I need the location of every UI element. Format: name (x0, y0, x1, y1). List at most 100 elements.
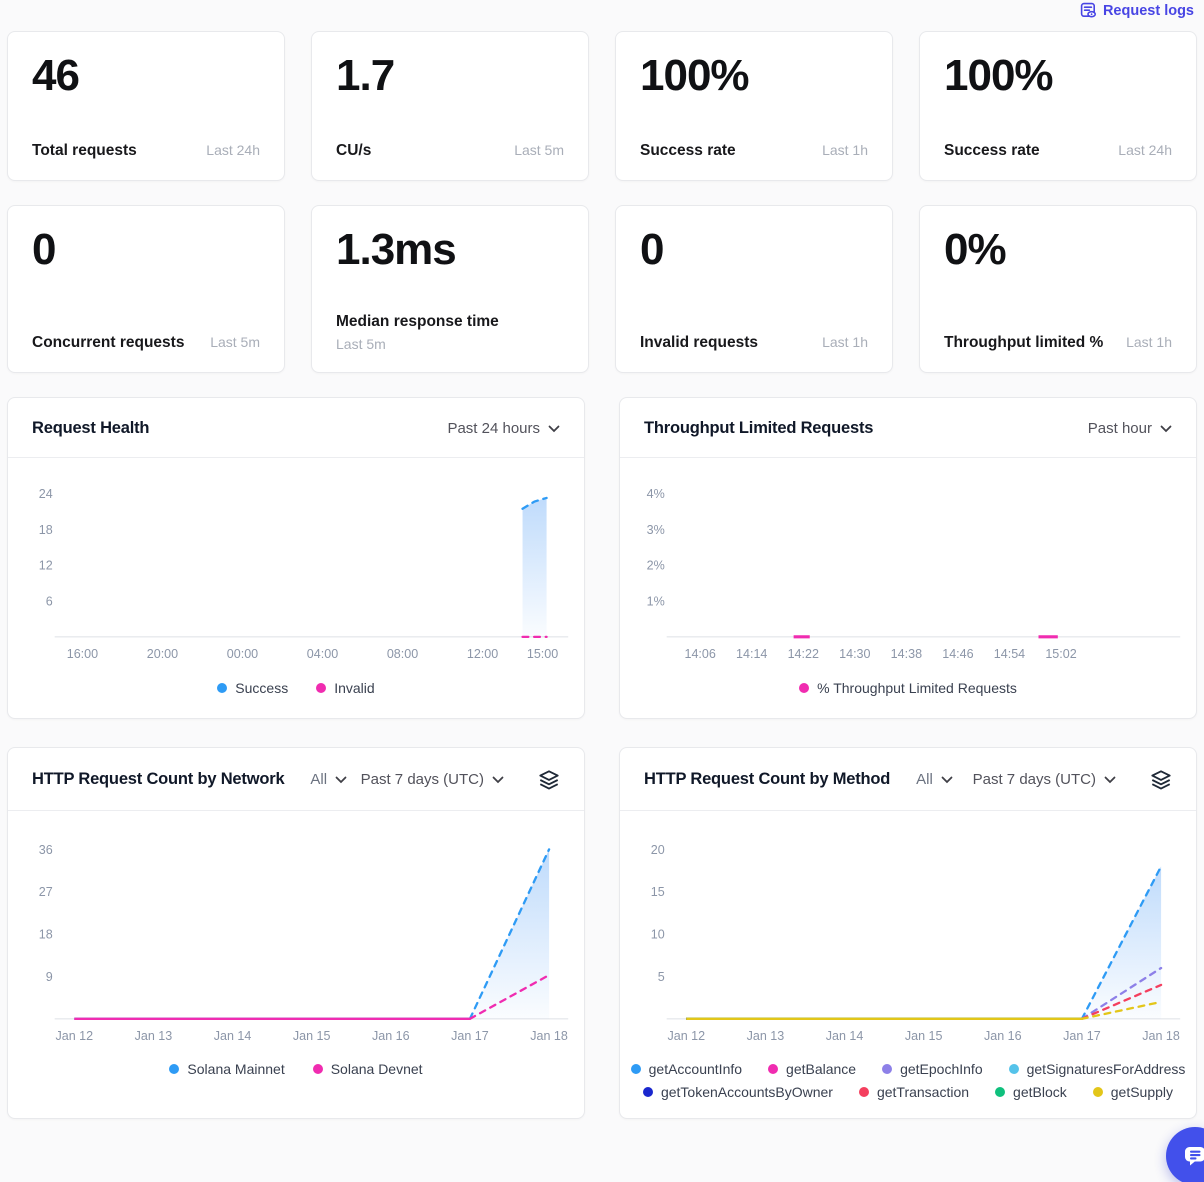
stats-grid: 46 Total requests Last 24h 1.7 CU/s Last 5… (0, 31, 1204, 373)
svg-text:20: 20 (651, 842, 665, 856)
stat-value: 100% (640, 51, 750, 100)
panel-title: Throughput Limited Requests (644, 419, 874, 437)
time-range-value: Past hour (1087, 420, 1152, 437)
request-health-legend: Success Invalid (8, 674, 584, 718)
svg-text:Jan 14: Jan 14 (826, 1029, 864, 1043)
legend-item: Solana Devnet (312, 1061, 423, 1077)
stat-label: CU/s (336, 142, 372, 159)
stat-label: Median response time (336, 313, 499, 330)
svg-text:Jan 16: Jan 16 (372, 1029, 410, 1043)
stat-value: 46 (32, 51, 80, 100)
stat-period: Last 1h (822, 142, 868, 158)
svg-text:15: 15 (651, 885, 665, 899)
panel-request-count-by-method: HTTP Request Count by Method All Past 7 … (619, 746, 1197, 1120)
network-filter-value: All (310, 771, 328, 789)
stat-value: 0% (944, 225, 1007, 274)
stat-value: 0 (640, 225, 664, 274)
svg-text:14:14: 14:14 (736, 647, 767, 661)
layers-icon[interactable] (538, 769, 560, 791)
request-logs-label: Request logs (1102, 2, 1194, 19)
legend-dot (768, 1064, 779, 1075)
legend-dot (316, 682, 327, 693)
legend-item: getTokenAccountsByOwner (642, 1084, 833, 1100)
logs-eye-icon (1080, 2, 1097, 19)
svg-text:18: 18 (39, 523, 53, 537)
legend-item: Solana Mainnet (169, 1061, 285, 1077)
time-range-dropdown[interactable]: Past 7 days (UTC) (361, 771, 504, 788)
legend-dot (642, 1087, 653, 1098)
chat-bubble-icon (1181, 1142, 1204, 1170)
legend-item: getEpochInfo (882, 1061, 983, 1077)
svg-text:36: 36 (39, 842, 53, 856)
legend-dot (995, 1087, 1006, 1098)
svg-text:Jan 13: Jan 13 (747, 1029, 785, 1043)
network-filter-dropdown[interactable]: All (310, 771, 347, 788)
svg-text:12:00: 12:00 (467, 647, 498, 661)
request-count-by-method-chart: 5 10 15 20 Jan 12 Jan 13 Jan 14 Jan 15 Jan 16 Jan… (620, 811, 1196, 1055)
svg-text:14:46: 14:46 (942, 647, 973, 661)
chevron-down-icon (548, 425, 560, 433)
stat-card-success-rate-1h: 100% Success rate Last 1h (615, 31, 893, 181)
time-range-dropdown[interactable]: Past hour (1088, 420, 1172, 437)
network-legend: Solana Mainnet Solana Devnet (8, 1055, 584, 1099)
legend-dot (858, 1087, 869, 1098)
legend-dot (882, 1064, 893, 1075)
svg-text:14:06: 14:06 (685, 647, 716, 661)
stat-value: 1.3ms (336, 225, 457, 274)
panel-request-count-by-network: HTTP Request Count by Network All Past 7… (7, 746, 585, 1120)
panel-throughput-limited: Throughput Limited Requests Past hour 1%… (619, 397, 1197, 719)
svg-text:15:02: 15:02 (1045, 647, 1076, 661)
svg-text:Jan 18: Jan 18 (1142, 1029, 1180, 1043)
legend-item: % Throughput Limited Requests (799, 680, 1017, 696)
chevron-down-icon (1104, 776, 1116, 784)
svg-text:2%: 2% (647, 559, 665, 573)
stat-label: Throughput limited % (944, 334, 1104, 351)
stat-period: Last 1h (1126, 334, 1172, 350)
svg-text:5: 5 (658, 969, 665, 983)
stat-card-success-rate-24h: 100% Success rate Last 24h (919, 31, 1197, 181)
legend-item: getAccountInfo (630, 1061, 742, 1077)
svg-text:3%: 3% (647, 523, 665, 537)
svg-text:14:54: 14:54 (994, 647, 1025, 661)
stat-label: Concurrent requests (32, 334, 185, 351)
stat-period: Last 5m (336, 336, 386, 352)
chat-widget-button[interactable] (1166, 1127, 1204, 1182)
svg-text:Jan 17: Jan 17 (1063, 1029, 1101, 1043)
legend-dot (312, 1064, 323, 1075)
stat-period: Last 1h (822, 334, 868, 350)
svg-text:Jan 18: Jan 18 (530, 1029, 568, 1043)
svg-text:Jan 16: Jan 16 (984, 1029, 1022, 1043)
stat-card-invalid-requests: 0 Invalid requests Last 1h (615, 205, 893, 373)
stat-card-total-requests: 46 Total requests Last 24h (7, 31, 285, 181)
panel-title: Request Health (32, 419, 150, 437)
stat-period: Last 24h (1118, 142, 1172, 158)
stat-card-throughput-limited: 0% Throughput limited % Last 1h (919, 205, 1197, 373)
layers-icon[interactable] (1150, 769, 1172, 791)
request-logs-link[interactable]: Request logs (1080, 2, 1194, 19)
svg-text:00:00: 00:00 (227, 647, 258, 661)
svg-text:Jan 17: Jan 17 (451, 1029, 489, 1043)
svg-text:08:00: 08:00 (387, 647, 418, 661)
time-range-dropdown[interactable]: Past 24 hours (447, 420, 560, 437)
method-filter-value: All (916, 771, 933, 789)
svg-text:14:38: 14:38 (891, 647, 922, 661)
svg-text:15:00: 15:00 (527, 647, 558, 661)
chevron-down-icon (335, 776, 347, 784)
method-filter-dropdown[interactable]: All (916, 771, 953, 788)
stat-label: Success rate (944, 142, 1040, 159)
stat-label: Success rate (640, 142, 736, 159)
time-range-dropdown[interactable]: Past 7 days (UTC) (973, 771, 1116, 788)
stat-period: Last 24h (206, 142, 260, 158)
chevron-down-icon (1160, 425, 1172, 433)
time-range-value: Past 7 days (UTC) (972, 771, 1096, 789)
legend-item: getSignaturesForAddress (1008, 1061, 1185, 1077)
stat-value: 0 (32, 225, 56, 274)
stat-label: Total requests (32, 142, 137, 159)
throughput-limited-legend: % Throughput Limited Requests (620, 674, 1196, 718)
method-legend: getAccountInfo getBalance getEpochInfo g… (620, 1055, 1196, 1118)
legend-item: Success (217, 680, 288, 696)
stat-label: Invalid requests (640, 334, 759, 351)
panel-request-health: Request Health Past 24 hours 6 12 18 24 16:0… (7, 397, 585, 719)
svg-text:Jan 13: Jan 13 (135, 1029, 173, 1043)
stat-value: 100% (944, 51, 1054, 100)
